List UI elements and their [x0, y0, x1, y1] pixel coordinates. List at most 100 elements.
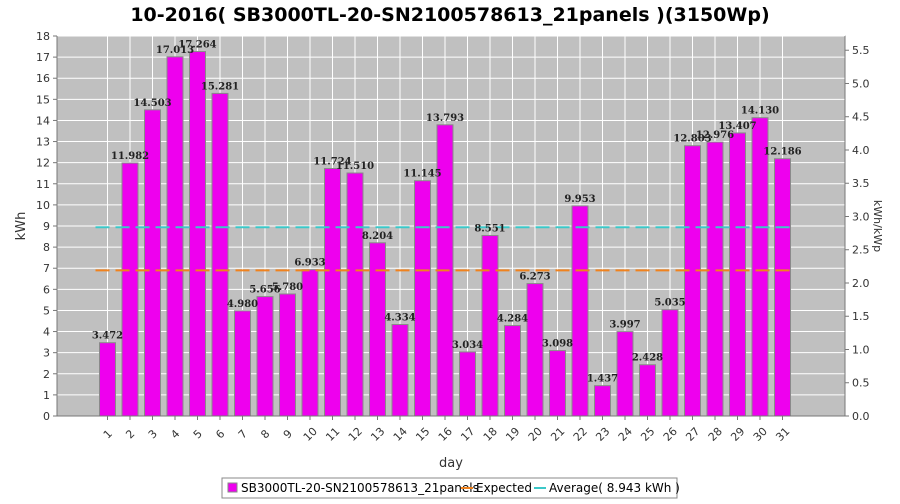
- data-label-day-5: 17.264: [178, 40, 216, 51]
- x-tick-label-day-30: 30: [751, 425, 770, 444]
- data-label-day-2: 11.982: [111, 151, 149, 162]
- y-tick-label: 14: [36, 114, 50, 127]
- x-tick-label-day-4: 4: [168, 427, 182, 441]
- data-label-day-23: 1.437: [587, 374, 618, 385]
- data-label-day-11: 11.724: [313, 156, 351, 167]
- bar-day-17: [459, 351, 476, 417]
- y-tick-label: 1: [43, 389, 50, 402]
- y-tick-label: 17: [36, 51, 50, 64]
- x-tick-label-day-18: 18: [481, 425, 500, 444]
- data-label-day-30: 14.130: [741, 106, 779, 117]
- x-tick-label-day-1: 1: [101, 427, 115, 441]
- x-tick-label-day-16: 16: [436, 425, 455, 444]
- bar-day-24: [616, 331, 634, 417]
- bar-day-8: [256, 296, 274, 417]
- y-tick-label: 8: [43, 241, 50, 254]
- bar-day-26: [661, 309, 679, 417]
- data-label-day-20: 6.273: [519, 272, 550, 283]
- x-tick-label-day-17: 17: [458, 425, 477, 444]
- y-tick-label: 2: [43, 368, 50, 381]
- bar-day-6: [211, 92, 229, 417]
- y2-tick-label: 3.0: [852, 210, 870, 223]
- data-label-day-26: 5.035: [654, 298, 685, 309]
- data-label-day-18: 8.551: [474, 223, 505, 234]
- x-tick-label-day-8: 8: [258, 427, 272, 441]
- y2-tick-label: 1.0: [852, 343, 870, 356]
- x-tick-label-day-22: 22: [571, 425, 590, 444]
- y2-tick-label: 1.5: [852, 310, 870, 323]
- data-label-day-3: 14.503: [133, 98, 171, 109]
- y2-tick-label: 0.0: [852, 410, 870, 423]
- y-tick-label: 12: [36, 157, 50, 170]
- data-label-day-4: 17.013: [156, 45, 194, 56]
- x-tick-label-day-26: 26: [661, 425, 680, 444]
- x-tick-label-day-2: 2: [123, 427, 137, 441]
- y-tick-label: 18: [36, 30, 50, 43]
- data-label-day-9: 5.780: [272, 282, 303, 293]
- bar-day-13: [369, 242, 386, 417]
- data-label-day-19: 4.284: [497, 314, 528, 325]
- y-tick-label: 4: [43, 326, 50, 339]
- legend-box: [221, 477, 678, 499]
- bar-day-27: [684, 145, 701, 417]
- x-tick-label-day-19: 19: [503, 425, 522, 444]
- bar-day-9: [279, 293, 296, 417]
- x-tick-label-day-31: 31: [773, 425, 792, 444]
- y2-tick-label: 4.0: [852, 144, 870, 157]
- bar-day-25: [639, 364, 656, 417]
- y-tick-label: 11: [36, 178, 50, 191]
- y-tick-label: 7: [43, 262, 50, 275]
- data-label-day-6: 15.281: [201, 81, 239, 92]
- y2-axis-label: kWh/kWp: [871, 200, 884, 252]
- data-label-day-8: 5.656: [249, 285, 280, 296]
- x-tick-label-day-23: 23: [593, 425, 612, 444]
- data-label-day-31: 12.186: [763, 147, 801, 158]
- x-tick-label-day-15: 15: [413, 425, 432, 444]
- bar-day-5: [189, 51, 206, 417]
- x-tick-label-day-3: 3: [146, 427, 160, 441]
- data-label-day-10: 6.933: [294, 258, 325, 269]
- y-tick-label: 10: [36, 199, 50, 212]
- legend-swatch-bars: [227, 482, 238, 493]
- legend-label-bars: SB3000TL-20-SN2100578613_21panels: [241, 481, 479, 495]
- x-tick-label-day-5: 5: [191, 427, 205, 441]
- data-label-day-27: 12.803: [673, 134, 711, 145]
- y2-tick-label: 2.0: [852, 277, 870, 290]
- bar-day-18: [481, 234, 499, 417]
- data-label-day-17: 3.034: [452, 340, 483, 351]
- bar-day-30: [751, 117, 769, 417]
- legend: SB3000TL-20-SN2100578613_21panels Expect…: [221, 477, 680, 499]
- x-tick-label-day-7: 7: [236, 427, 250, 441]
- x-axis-label: day: [439, 456, 463, 471]
- bar-day-31: [774, 158, 791, 417]
- y2-tick-label: 4.5: [852, 111, 870, 124]
- x-tick-label-day-28: 28: [706, 425, 725, 444]
- bar-day-4: [166, 56, 184, 417]
- bar-day-10: [301, 269, 319, 417]
- legend-label-expected: Expected: [476, 481, 532, 495]
- bar-day-22: [571, 205, 589, 417]
- x-tick-label-day-21: 21: [548, 425, 567, 444]
- y-tick-label: 13: [36, 136, 50, 149]
- y2-tick-label: 2.5: [852, 244, 870, 257]
- x-tick-label-day-6: 6: [213, 427, 227, 441]
- x-tick-label-day-27: 27: [683, 425, 702, 444]
- bar-day-12: [346, 172, 364, 417]
- data-label-day-15: 11.145: [403, 169, 441, 180]
- x-tick-label-day-11: 11: [323, 425, 342, 444]
- bar-day-14: [391, 324, 409, 417]
- bar-day-2: [121, 162, 139, 417]
- y-tick-label: 6: [43, 283, 50, 296]
- data-label-day-21: 3.098: [542, 339, 573, 350]
- data-label-day-24: 3.997: [609, 320, 640, 331]
- bar-day-20: [526, 283, 544, 417]
- y-tick-label: 16: [36, 72, 50, 85]
- bars: [99, 51, 791, 417]
- bar-day-21: [549, 350, 566, 417]
- y-tick-label: 0: [43, 410, 50, 423]
- bar-day-11: [324, 167, 341, 417]
